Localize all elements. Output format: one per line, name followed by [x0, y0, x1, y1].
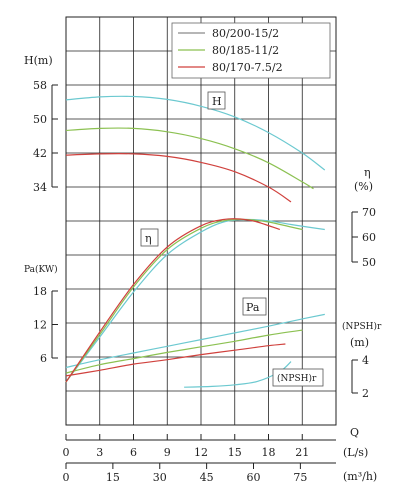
legend-label-1: 80/200-15/2	[212, 27, 279, 40]
eff-axis-unit: (%)	[354, 180, 373, 193]
head-axis-tick-label: 42	[33, 147, 47, 160]
x2-axis-unit: (m³/h)	[343, 470, 377, 483]
power-axis-tick-label: 6	[40, 352, 47, 365]
efficiency-curve-series-1	[65, 218, 325, 383]
x-axis-tick-label: 18	[262, 446, 276, 459]
eff-axis-tick-label: 70	[362, 206, 376, 219]
efficiency-curve-tag-box	[140, 228, 159, 247]
npsh-curve-tag-box	[272, 368, 324, 387]
npsh-axis-unit: (m)	[350, 336, 369, 349]
x-axis-tick-label: 9	[164, 446, 171, 459]
head-axis-tick-label: 58	[33, 79, 47, 92]
power-axis-label: Pa(KW)	[24, 264, 58, 275]
x-axis-tick-label: 6	[130, 446, 137, 459]
legend-label-3: 80/170-7.5/2	[212, 61, 283, 74]
head-curve-series-1	[65, 95, 326, 171]
x-axis-tick-label: 12	[194, 446, 208, 459]
x2-axis-tick-label: 15	[106, 471, 120, 484]
x-axis-tick-label: 21	[295, 446, 309, 459]
npsh-axis-tick-label: 2	[362, 387, 369, 400]
npsh-axis-tick-label: 4	[362, 354, 369, 367]
head-axis-label: H(m)	[24, 54, 53, 67]
npsh-axis-label: (NPSH)r	[342, 321, 382, 332]
eff-axis-label: η	[364, 166, 371, 179]
head-curve-series-2	[65, 127, 314, 190]
power-curve-series-1	[65, 313, 325, 369]
x2-axis-tick-label: 75	[293, 471, 307, 484]
head-curve-series-3	[65, 153, 292, 203]
eff-axis-tick-label: 50	[362, 256, 376, 269]
chart-curves	[65, 95, 326, 388]
eff-axis-tick-label: 60	[362, 231, 376, 244]
power-axis-tick-label: 12	[33, 319, 47, 332]
x-axis-tick-label: 0	[63, 446, 70, 459]
legend-label-2: 80/185-11/2	[212, 44, 279, 57]
power-curve-tag: Pa	[246, 301, 260, 314]
x-axis-tick-label: 15	[228, 446, 242, 459]
head-axis-tick-label: 34	[33, 181, 47, 194]
x-axis-unit: (L/s)	[343, 446, 368, 459]
x2-axis-tick-label: 30	[153, 471, 167, 484]
power-curve-tag-box	[242, 297, 267, 316]
x2-axis-tick-label: 0	[63, 471, 70, 484]
power-curve-series-2	[65, 329, 303, 374]
power-curve-series-3	[65, 343, 286, 377]
x-axis-label: Q	[350, 426, 359, 439]
head-curve-tag: H	[212, 95, 222, 108]
head-axis-tick-label: 50	[33, 113, 47, 126]
efficiency-curve-tag: η	[145, 232, 152, 245]
efficiency-curve-series-2	[65, 218, 303, 383]
power-axis-tick-label: 18	[33, 285, 47, 298]
head-curve-tag-box	[207, 91, 226, 110]
npsh-curve-tag: (NPSH)r	[277, 373, 317, 384]
efficiency-curve-series-3	[65, 218, 280, 383]
x2-axis-tick-label: 45	[200, 471, 214, 484]
x2-axis-tick-label: 60	[247, 471, 261, 484]
x-axis-tick-label: 3	[96, 446, 103, 459]
